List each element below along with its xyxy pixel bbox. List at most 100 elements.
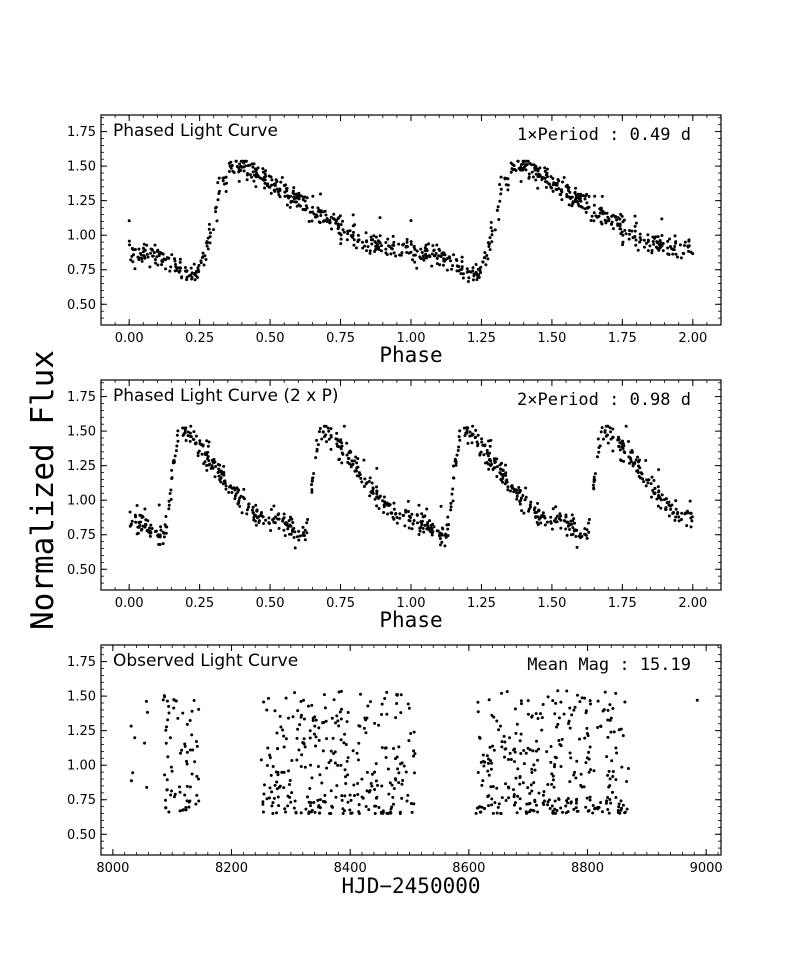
x-tick-label: 1.25 [467,331,496,346]
data-point [276,513,280,517]
data-point [558,743,562,747]
data-point [680,517,684,521]
data-point [682,244,686,248]
data-point [310,219,314,223]
data-point [420,512,424,516]
data-point [150,248,154,252]
data-point [250,508,254,512]
data-point [523,159,527,163]
data-point [668,237,672,241]
data-point [216,181,220,185]
data-point [268,756,272,760]
data-point [646,481,650,485]
data-point [404,770,408,774]
data-point [488,745,492,749]
data-point [310,776,314,780]
x-tick-label: 0.75 [326,331,355,346]
data-point [284,183,288,187]
data-point [574,776,578,780]
data-point [512,803,516,807]
data-point [489,785,493,789]
data-point [443,253,447,257]
data-point [216,198,220,202]
data-point [206,450,210,454]
data-point [508,751,512,755]
data-point [606,735,610,739]
data-point [460,259,464,263]
data-point [314,744,318,748]
data-point [603,690,607,694]
data-point [397,781,401,785]
data-point [285,189,289,193]
data-point [160,263,164,267]
data-point [161,542,165,546]
data-point [409,219,413,223]
data-point [188,439,192,443]
data-point [318,773,322,777]
data-point [546,803,550,807]
data-point [301,531,305,535]
data-point [682,252,686,256]
data-point [537,517,541,521]
data-point [339,738,343,742]
data-point [161,252,165,256]
data-point [267,522,271,526]
data-point [296,196,300,200]
data-point [443,533,447,537]
data-point [451,464,455,468]
data-point [146,255,150,259]
data-point [476,267,480,271]
data-point [397,242,401,246]
data-point [569,533,573,537]
data-point [129,258,133,262]
data-point [555,188,559,192]
data-point [691,252,695,256]
data-point [485,449,489,453]
data-point [291,189,295,193]
data-point [465,426,469,430]
data-point [542,802,546,806]
data-point [395,515,399,519]
data-point [659,243,663,247]
data-point [303,765,307,769]
data-point [135,532,139,536]
data-point [519,498,523,502]
data-point [475,440,479,444]
data-point [392,240,396,244]
data-point [298,204,302,208]
data-point [405,240,409,244]
data-point [252,179,256,183]
data-point [482,443,486,447]
data-point [362,458,366,462]
data-point [541,513,545,517]
data-point [645,478,649,482]
data-point [346,229,350,233]
data-point [261,810,265,814]
data-point [319,210,323,214]
data-point [363,477,367,481]
data-point [357,724,361,728]
data-point [204,257,208,261]
data-point [628,232,632,236]
data-point [262,792,266,796]
data-point [504,471,508,475]
data-point [185,269,189,273]
data-point [340,798,344,802]
data-point [329,812,333,816]
data-point [559,806,563,810]
data-point [550,527,554,531]
data-point [242,497,246,501]
data-point [177,266,181,270]
data-point [607,811,611,815]
y-tick-label: 0.50 [67,563,96,578]
data-point [266,183,270,187]
data-point [455,264,459,268]
data-point [605,799,609,803]
data-point [347,457,351,461]
data-point [383,746,387,750]
data-point [651,240,655,244]
data-point [357,812,361,816]
data-point [486,454,490,458]
data-point [297,191,301,195]
data-point [495,811,499,815]
